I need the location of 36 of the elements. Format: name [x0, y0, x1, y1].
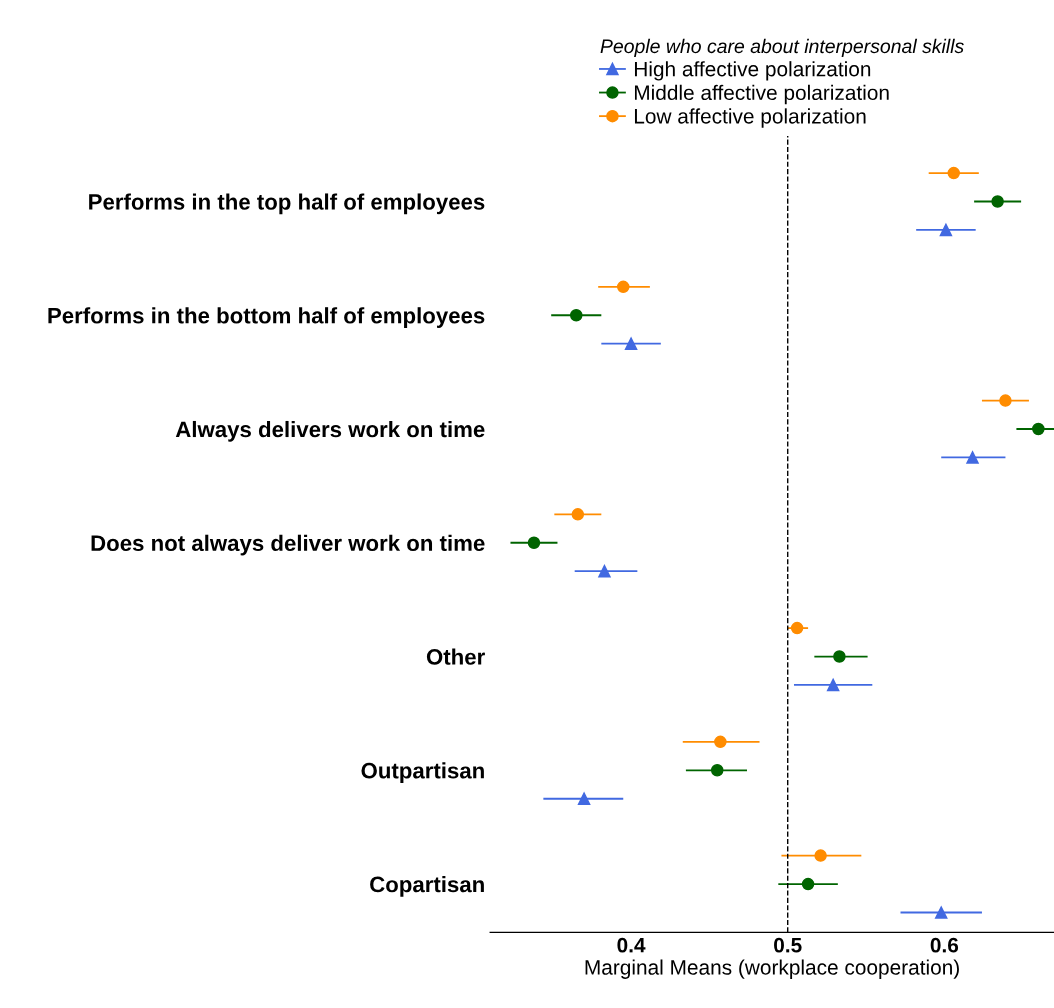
y-tick-label: Always delivers work on time [175, 420, 485, 442]
point [939, 223, 953, 237]
point [527, 536, 541, 550]
point [570, 309, 583, 322]
point [833, 650, 846, 663]
point [1032, 422, 1045, 436]
point [826, 678, 840, 692]
point [999, 394, 1012, 407]
point [991, 195, 1004, 208]
point [966, 451, 979, 464]
y-tick-label: Other [426, 648, 485, 665]
point [801, 877, 815, 891]
x-tick-label: 0.5 [774, 937, 802, 953]
point [814, 849, 827, 862]
legend-label: Low affective polarization [634, 108, 866, 128]
point [577, 792, 591, 805]
y-tick-label: Copartisan [370, 876, 484, 897]
y-tick-label: Performs in the top half of employees [89, 193, 485, 215]
y-tick-label: Outpartisan [361, 762, 484, 783]
point [947, 166, 961, 180]
x-tick-label: 0.6 [930, 937, 959, 953]
point [710, 764, 724, 777]
legend-label: Middle affective polarization [634, 84, 889, 105]
y-tick-label: Performs in the bottom half of employees [48, 307, 485, 328]
point [934, 906, 948, 919]
point [571, 508, 585, 521]
point [790, 621, 804, 635]
point [617, 280, 630, 294]
legend-title: People who care about interpersonal skills [600, 38, 964, 57]
x-tick-label: 0.4 [617, 937, 646, 953]
x-axis-title: Marginal Means (workplace cooperation) [585, 959, 959, 979]
y-tick-label: Does not always deliver work on time [91, 534, 485, 556]
point [624, 337, 638, 350]
point [598, 564, 611, 578]
legend-label: High affective polarization [634, 61, 871, 81]
point [714, 735, 727, 749]
